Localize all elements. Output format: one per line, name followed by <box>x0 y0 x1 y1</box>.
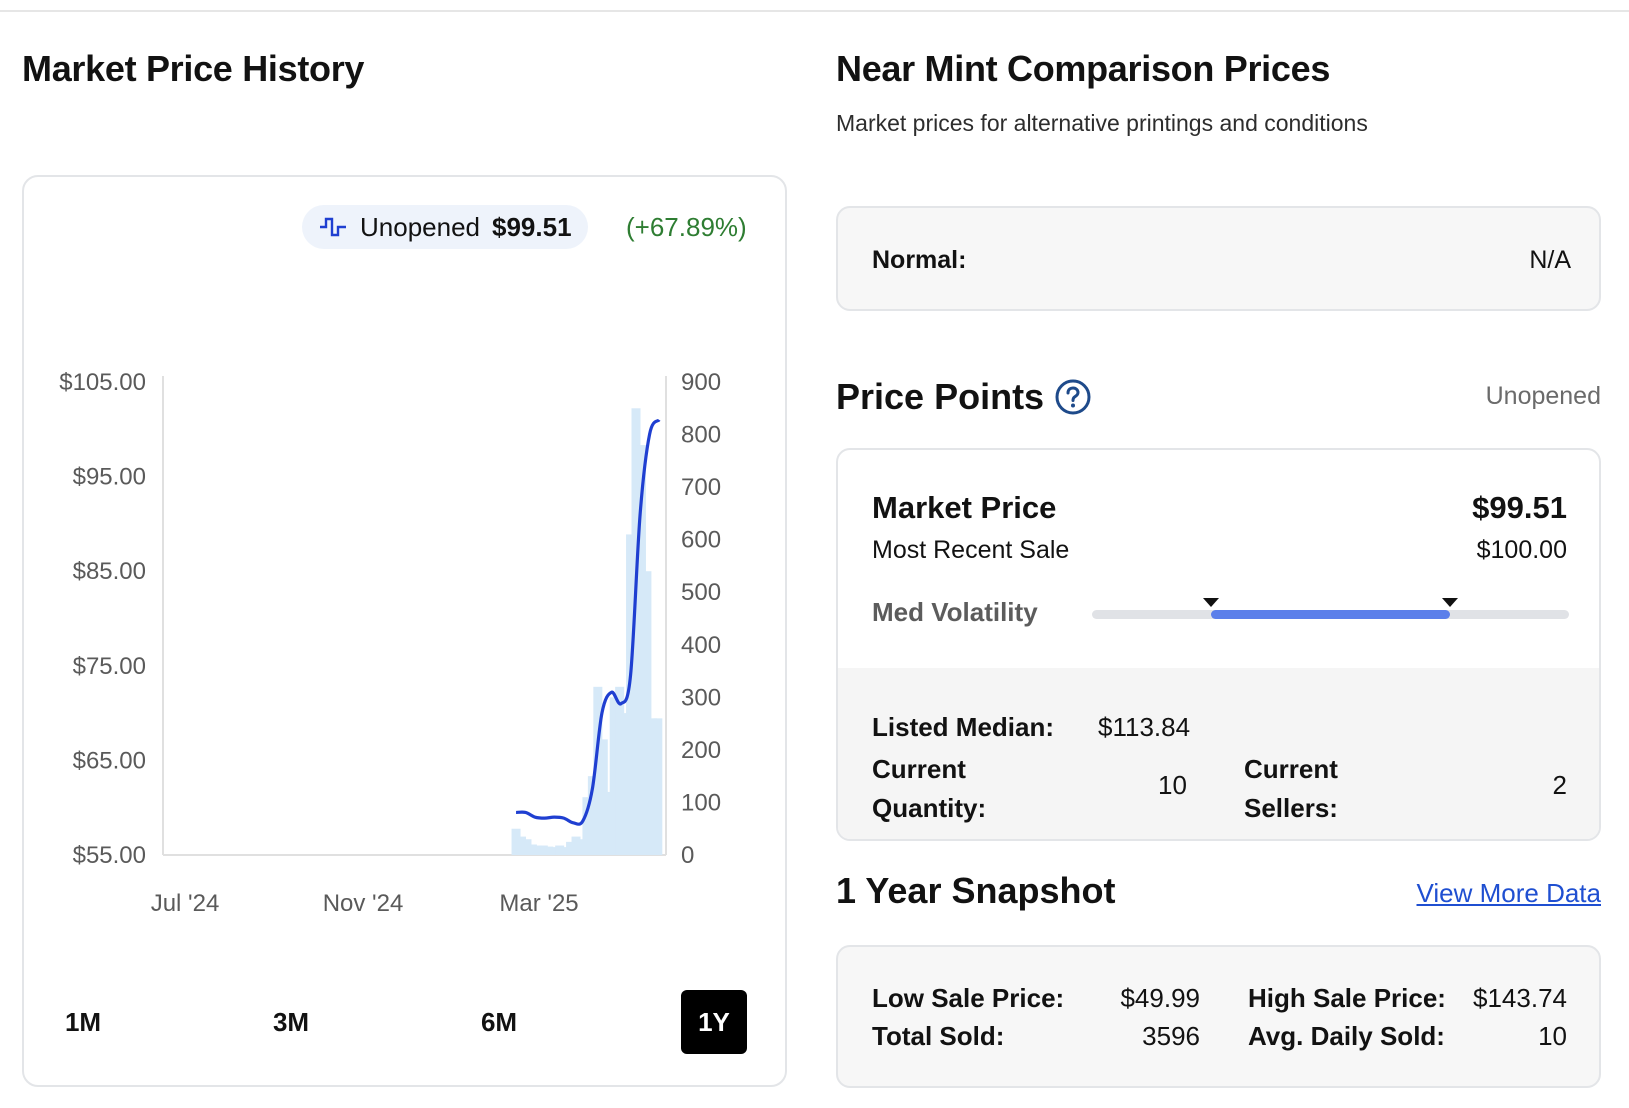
volume-bar <box>566 841 576 855</box>
avg-daily-sold-label: Avg. Daily Sold: <box>1248 1021 1445 1051</box>
total-sold-value: 3596 <box>1142 1021 1200 1051</box>
snapshot-title: 1 Year Snapshot <box>836 870 1116 911</box>
total-sold-label: Total Sold: <box>872 1021 1005 1051</box>
volume-bar <box>576 839 586 855</box>
snapshot-card: Low Sale Price: $49.99 Total Sold: 3596 … <box>836 945 1601 1088</box>
volatility-label: Med Volatility <box>872 597 1038 627</box>
volume-bar <box>555 845 565 855</box>
low-sale-value: $49.99 <box>1120 983 1200 1013</box>
y-left-tick-label: $85.00 <box>73 558 146 585</box>
y-right-tick-label: 500 <box>681 579 721 606</box>
legend-series-name: Unopened <box>360 211 480 242</box>
current-quantity-value: 10 <box>1158 770 1187 800</box>
volume-bar <box>560 847 570 855</box>
y-left-tick-label: $65.00 <box>73 747 146 774</box>
listed-median-label: Listed Median: <box>872 712 1055 742</box>
chart-legend[interactable]: Unopened $99.51 <box>302 205 588 249</box>
volume-bar <box>511 828 521 855</box>
y-right-tick-label: 900 <box>681 369 721 396</box>
y-left-tick-label: $95.00 <box>73 464 146 491</box>
view-more-data-link[interactable]: View More Data <box>1416 878 1602 908</box>
question-circle-icon[interactable] <box>1054 378 1092 416</box>
price-chart-card <box>22 175 787 1087</box>
x-tick-label: Nov '24 <box>323 890 404 917</box>
market-price-value: $99.51 <box>1472 490 1567 525</box>
x-tick-label: Mar '25 <box>499 890 578 917</box>
high-sale-value: $143.74 <box>1473 983 1567 1013</box>
legend-series-price: $99.51 <box>492 211 572 242</box>
price-points-heading: Price Points <box>836 376 1092 418</box>
volume-bar <box>582 797 592 855</box>
listed-median-value: $113.84 <box>1098 712 1191 742</box>
volume-bar <box>549 847 559 855</box>
volume-bar <box>609 697 619 855</box>
current-quantity-label: Current Quantity: <box>872 754 987 823</box>
volume-bar <box>653 718 663 855</box>
volatility-high-marker-icon <box>1441 598 1458 607</box>
volume-bar <box>527 844 537 855</box>
step-line-icon <box>320 217 346 237</box>
range-button-6m[interactable]: 6M <box>466 990 532 1054</box>
volatility-low-marker-icon <box>1203 598 1220 607</box>
volume-bar <box>598 739 608 855</box>
recent-sale-value: $100.00 <box>1476 536 1567 564</box>
x-tick-label: Jul '24 <box>151 890 220 917</box>
volume-bar <box>593 686 603 855</box>
comparison-title: Near Mint Comparison Prices <box>836 48 1331 89</box>
volume-bar <box>615 686 625 855</box>
volume-bar <box>533 845 543 855</box>
y-right-tick-label: 200 <box>681 737 721 764</box>
market-price-history-heading: Market Price History <box>22 48 787 90</box>
recent-sale-label: Most Recent Sale <box>872 536 1070 564</box>
y-right-tick-label: 400 <box>681 632 721 659</box>
volume-bar <box>642 571 652 855</box>
normal-value: N/A <box>1529 246 1571 274</box>
range-button-3m[interactable]: 3M <box>258 990 324 1054</box>
price-points-condition: Unopened <box>1485 382 1601 410</box>
y-right-tick-label: 300 <box>681 684 721 711</box>
avg-daily-sold-value: 10 <box>1538 1021 1567 1051</box>
y-right-tick-label: 0 <box>681 842 694 869</box>
current-sellers-label: Current Sellers: <box>1244 754 1338 823</box>
price-history-chart[interactable]: $105.00 $95.00 $85.00 $75.00 $65.00 $55.00 900… <box>22 360 762 920</box>
volume-bar <box>620 713 630 855</box>
volume-bar <box>631 408 641 855</box>
y-left-tick-label: $75.00 <box>73 653 146 680</box>
current-sellers-value: 2 <box>1552 770 1567 800</box>
y-left-tick-label: $55.00 <box>73 842 146 869</box>
section-title: Market Price History <box>22 48 365 89</box>
volume-bar <box>647 718 657 855</box>
volume-bar <box>604 791 614 855</box>
high-sale-label: High Sale Price: <box>1248 983 1446 1013</box>
normal-price-card: Normal: N/A <box>836 206 1601 311</box>
volume-bar <box>538 845 548 855</box>
volume-bar <box>626 534 636 855</box>
range-button-1y[interactable]: 1Y <box>681 990 747 1054</box>
volatility-range-fill <box>1211 610 1450 619</box>
volume-bar <box>587 776 597 855</box>
range-button-1m[interactable]: 1M <box>50 990 116 1054</box>
volume-bar <box>517 836 527 855</box>
volume-bar <box>544 846 554 855</box>
price-series-line <box>515 418 661 826</box>
top-divider <box>0 0 1629 12</box>
y-left-tick-label: $105.00 <box>59 369 146 396</box>
market-price-label: Market Price <box>872 490 1057 525</box>
y-right-tick-label: 800 <box>681 422 721 449</box>
y-right-tick-label: 600 <box>681 527 721 554</box>
comparison-subtitle: Market prices for alternative printings … <box>836 110 1368 136</box>
y-right-tick-label: 100 <box>681 789 721 816</box>
volume-bar <box>522 839 532 855</box>
volume-bar <box>636 445 646 855</box>
legend-price-change: (+67.89%) <box>626 212 747 242</box>
price-points-title: Price Points <box>836 376 1045 417</box>
normal-label: Normal: <box>872 246 967 274</box>
volume-bar <box>571 836 581 855</box>
low-sale-label: Low Sale Price: <box>872 983 1065 1013</box>
price-points-card: Market Price $99.51 Most Recent Sale $10… <box>836 448 1601 841</box>
listing-stats: Listed Median: $113.84 Current Quantity:… <box>838 668 1599 839</box>
volatility-meter <box>1092 598 1569 619</box>
y-right-tick-label: 700 <box>681 474 721 501</box>
